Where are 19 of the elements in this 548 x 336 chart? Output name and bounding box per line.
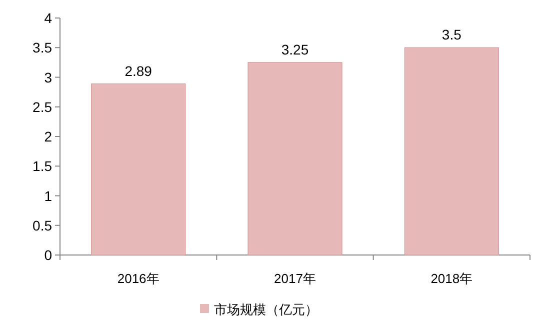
y-tick-label: 2 [44, 128, 52, 144]
y-tick-label: 3.5 [32, 40, 52, 56]
legend-label: 市场规模（亿元） [214, 302, 318, 317]
y-tick-label: 4 [44, 10, 52, 26]
y-tick-label: 1 [44, 188, 52, 204]
y-tick-label: 0 [44, 247, 52, 263]
x-tick-label: 2017年 [274, 271, 316, 286]
y-tick-label: 1.5 [32, 158, 52, 174]
bar [91, 83, 186, 256]
y-tick-label: 3 [44, 69, 52, 86]
data-label: 3.25 [281, 41, 309, 58]
x-tick-label: 2016年 [117, 271, 160, 286]
y-tick-label: 2.5 [32, 98, 52, 115]
data-label: 2.89 [124, 62, 152, 79]
bar [404, 47, 499, 256]
data-label: 3.5 [442, 26, 462, 43]
bar [248, 62, 342, 256]
y-tick-label: 0.5 [32, 217, 52, 234]
x-tick-label: 2018年 [430, 271, 473, 286]
